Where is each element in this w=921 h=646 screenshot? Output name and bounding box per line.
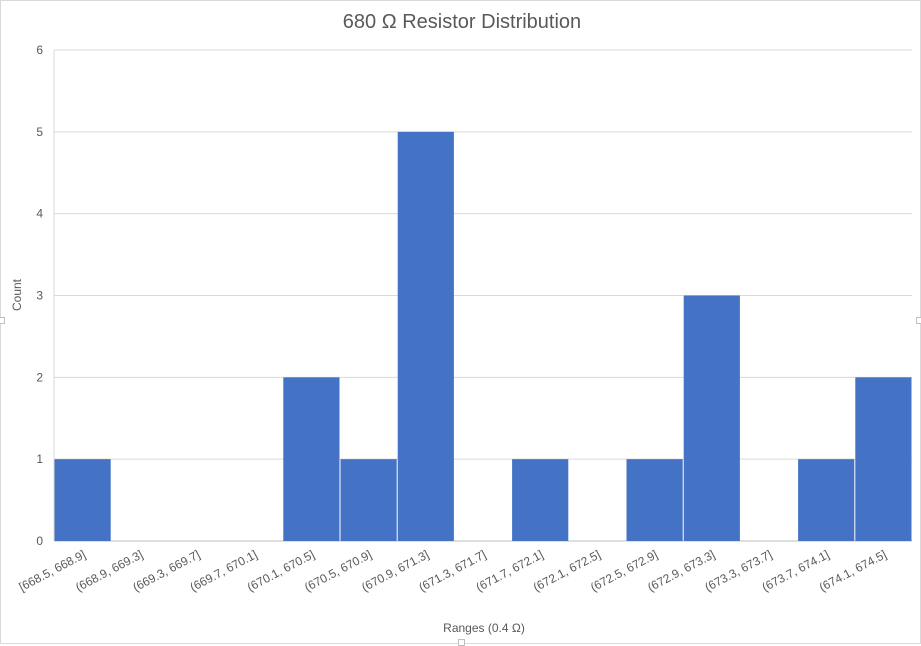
chart-title: 680 Ω Resistor Distribution bbox=[343, 11, 581, 33]
bars bbox=[54, 131, 912, 542]
histogram-bar[interactable] bbox=[397, 131, 454, 542]
x-axis-title: Ranges (0.4 Ω) bbox=[443, 621, 525, 635]
histogram-bar[interactable] bbox=[54, 459, 111, 541]
histogram-bar[interactable] bbox=[798, 459, 855, 541]
resize-handle-right[interactable] bbox=[916, 317, 921, 324]
y-tick-label: 3 bbox=[36, 289, 43, 303]
resize-handle-left[interactable] bbox=[0, 317, 5, 324]
y-tick-label: 4 bbox=[36, 207, 43, 221]
x-axis-ticks: [668.5, 668.9](668.9, 669.3](669.3, 669.… bbox=[17, 547, 889, 594]
y-tick-label: 0 bbox=[36, 534, 43, 548]
y-tick-label: 2 bbox=[36, 370, 43, 384]
y-axis-ticks: 0 1 2 3 4 5 6 bbox=[36, 43, 43, 548]
y-tick-label: 1 bbox=[36, 452, 43, 466]
histogram-bar[interactable] bbox=[340, 459, 397, 541]
y-axis-title: Count bbox=[10, 278, 24, 311]
y-tick-label: 5 bbox=[36, 125, 43, 139]
y-tick-label: 6 bbox=[36, 43, 43, 57]
histogram-bar[interactable] bbox=[283, 377, 340, 541]
histogram-bar[interactable] bbox=[512, 459, 569, 541]
histogram-bar[interactable] bbox=[683, 295, 740, 542]
histogram-bar[interactable] bbox=[855, 377, 912, 541]
gridlines bbox=[53, 49, 912, 542]
resize-handle-bottom[interactable] bbox=[458, 639, 465, 646]
histogram-bar[interactable] bbox=[626, 459, 683, 541]
